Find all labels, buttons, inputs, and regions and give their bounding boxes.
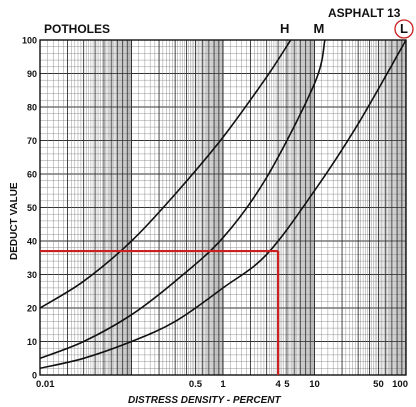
x-tick-label: 0.01 xyxy=(36,379,55,390)
series-label-circle xyxy=(394,19,414,39)
x-tick-label: 5 xyxy=(284,379,290,390)
y-tick-label: 50 xyxy=(27,203,37,213)
y-tick-label: 90 xyxy=(27,69,37,79)
annotation xyxy=(40,249,280,375)
chart-title: POTHOLES xyxy=(44,22,110,36)
y-tick-label: 0 xyxy=(32,371,37,381)
chart-grid xyxy=(39,39,407,376)
y-tick-label: 30 xyxy=(27,270,37,280)
x-tick-label: 10 xyxy=(309,379,320,390)
y-tick-label: 100 xyxy=(22,36,37,46)
series-H-curve xyxy=(39,39,292,309)
x-tick-label: 50 xyxy=(373,379,384,390)
x-tick-label: 100 xyxy=(392,379,408,390)
y-tick-label: 40 xyxy=(27,237,37,247)
series-L-curve xyxy=(39,39,407,370)
y-tick-label: 20 xyxy=(27,304,37,314)
x-axis-title: DISTRESS DENSITY - PERCENT xyxy=(128,395,282,406)
x-tick-label: 4 xyxy=(275,379,281,390)
series-label-M: M xyxy=(314,21,325,36)
x-tick-label: 1 xyxy=(220,379,226,390)
y-tick-label: 70 xyxy=(27,136,37,146)
y-tick-label: 10 xyxy=(27,337,37,347)
chart-subtitle: ASPHALT 13 xyxy=(328,6,401,20)
y-tick-label: 80 xyxy=(27,103,37,113)
y-tick-label: 60 xyxy=(27,170,37,180)
x-axis: 0.01 0.5 1 4 5 10 50 100 xyxy=(36,379,408,390)
series-label-L: L xyxy=(400,21,408,36)
y-axis: 0 10 20 30 40 50 60 70 80 90 100 xyxy=(22,36,37,381)
x-tick-label: 0.5 xyxy=(189,379,203,390)
y-axis-title: DEDUCT VALUE xyxy=(9,182,20,260)
plot-frame xyxy=(39,39,407,376)
series-label-H: H xyxy=(280,21,289,36)
